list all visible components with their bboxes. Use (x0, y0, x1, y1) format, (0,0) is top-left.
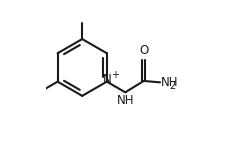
Text: NH: NH (117, 94, 134, 107)
Text: +: + (111, 70, 119, 80)
Text: O: O (139, 44, 148, 57)
Text: 2: 2 (170, 81, 176, 91)
Text: NH: NH (161, 76, 178, 89)
Text: N: N (102, 73, 111, 86)
